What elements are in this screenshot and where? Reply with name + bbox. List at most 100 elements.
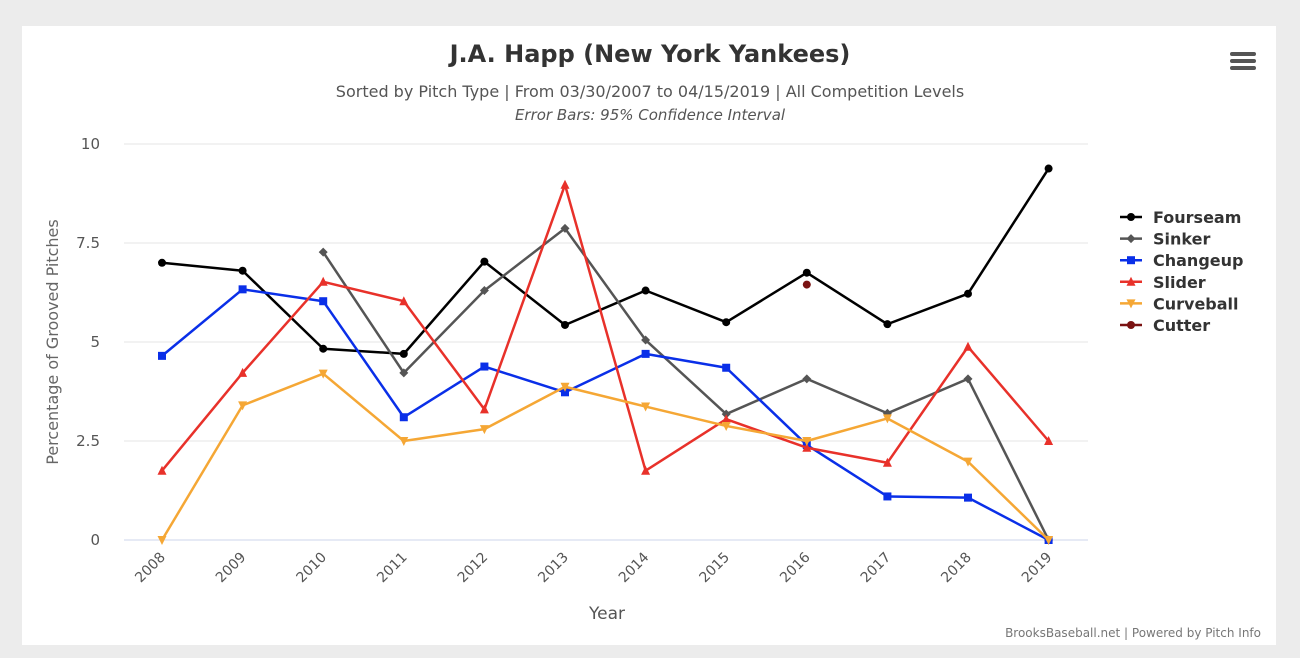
x-tick-label: 2014 — [616, 549, 653, 586]
chart-title: J.A. Happ (New York Yankees) — [448, 40, 851, 68]
x-tick-label: 2018 — [938, 550, 975, 587]
data-point-curveball — [882, 414, 892, 424]
data-point-fourseam — [399, 349, 408, 358]
legend-label: Curveball — [1153, 294, 1239, 313]
data-point-sinker — [318, 247, 328, 257]
data-point-curveball — [318, 369, 328, 379]
legend-item-changeup[interactable]: Changeup — [1120, 251, 1243, 270]
legend-item-cutter[interactable]: Cutter — [1120, 316, 1210, 335]
chart-subtitle-error-bars: Error Bars: 95% Confidence Interval — [515, 106, 786, 124]
data-point-fourseam — [158, 258, 166, 267]
data-point-fourseam — [722, 318, 731, 327]
data-point-slider — [963, 341, 973, 351]
data-point-curveball — [238, 401, 248, 411]
legend-symbol-marker — [1126, 276, 1136, 286]
data-point-changeup — [964, 493, 972, 502]
data-point-slider — [1044, 436, 1054, 445]
y-tick-label: 5 — [90, 333, 100, 351]
data-point-sinker — [479, 286, 489, 296]
series-cutter — [802, 280, 811, 289]
data-point-curveball — [721, 421, 731, 431]
legend-item-fourseam[interactable]: Fourseam — [1120, 208, 1241, 227]
legend-label: Cutter — [1153, 316, 1210, 335]
data-point-changeup — [561, 388, 569, 397]
series-line-sinker — [322, 227, 1050, 541]
data-point-cutter — [802, 280, 811, 289]
data-point-fourseam — [1044, 164, 1053, 173]
data-point-curveball — [560, 382, 570, 392]
y-tick-label: 2.5 — [76, 432, 100, 450]
data-point-fourseam — [561, 320, 569, 329]
x-tick-label: 2017 — [858, 550, 895, 587]
legend-symbol-marker — [1127, 256, 1135, 265]
data-point-fourseam — [641, 286, 650, 295]
x-axis-ticks: 2008 2009 2010 2011 2012 2013 2014 2015 2016 2017… — [132, 549, 1055, 586]
data-point-curveball — [641, 402, 651, 412]
data-point-curveball — [963, 457, 973, 467]
series-line-curveball — [160, 372, 1050, 541]
data-point-slider — [641, 465, 651, 475]
data-point-fourseam — [319, 344, 328, 353]
legend-item-sinker[interactable]: Sinker — [1120, 230, 1210, 249]
x-tick-label: 2019 — [1019, 550, 1056, 587]
series-line-slider — [161, 183, 1050, 472]
legend-item-slider[interactable]: Slider — [1120, 273, 1206, 292]
data-point-curveball — [157, 536, 167, 545]
x-tick-label: 2009 — [213, 550, 250, 587]
data-point-changeup — [319, 297, 328, 306]
data-point-changeup — [883, 492, 892, 501]
legend-label: Changeup — [1153, 251, 1243, 270]
series-line-fourseam — [161, 167, 1050, 356]
data-point-fourseam — [238, 266, 247, 275]
data-point-slider — [560, 179, 570, 189]
data-point-slider — [318, 276, 328, 286]
data-point-sinker — [802, 374, 812, 384]
data-point-sinker — [641, 335, 651, 345]
x-tick-label: 2010 — [294, 550, 331, 587]
data-point-changeup — [238, 285, 247, 294]
y-tick-label: 0 — [90, 531, 100, 549]
data-point-changeup — [399, 413, 408, 422]
data-point-changeup — [641, 349, 650, 358]
data-point-fourseam — [480, 257, 489, 266]
data-point-changeup — [722, 363, 731, 372]
hamburger-menu-icon[interactable] — [1230, 52, 1256, 70]
x-tick-label: 2016 — [777, 549, 814, 586]
data-point-fourseam — [802, 268, 811, 277]
legend-label: Fourseam — [1153, 208, 1241, 227]
data-point-fourseam — [964, 289, 972, 298]
legend-item-curveball[interactable]: Curveball — [1120, 294, 1239, 313]
data-point-slider — [479, 404, 489, 414]
series-sinker — [318, 223, 1054, 545]
x-tick-label: 2011 — [374, 550, 411, 587]
credits-link[interactable]: BrooksBaseball.net | Powered by Pitch In… — [1005, 626, 1261, 640]
legend-symbol-marker — [1126, 234, 1136, 244]
data-point-sinker — [399, 368, 409, 378]
series-line-changeup — [161, 288, 1050, 542]
series-slider — [157, 179, 1054, 475]
data-point-slider — [238, 367, 248, 377]
series-group — [157, 164, 1054, 545]
series-fourseam — [158, 164, 1053, 358]
data-point-changeup — [480, 362, 489, 371]
data-point-curveball — [399, 437, 409, 446]
data-point-curveball — [1044, 536, 1054, 545]
data-point-slider — [157, 465, 167, 475]
data-point-changeup — [158, 351, 166, 360]
data-point-curveball — [802, 437, 812, 446]
legend[interactable]: Fourseam Sinker Changeup Slider Curveball Cut… — [1120, 208, 1243, 335]
data-point-slider — [802, 442, 812, 452]
legend-label: Sinker — [1153, 230, 1210, 249]
data-point-sinker — [963, 374, 973, 384]
x-tick-label: 2013 — [535, 550, 572, 587]
x-tick-label: 2008 — [132, 550, 169, 587]
y-axis-title: Percentage of Grooved Pitches — [43, 219, 62, 465]
line-chart: J.A. Happ (New York Yankees) Sorted by P… — [43, 40, 1261, 640]
legend-symbol-marker — [1126, 299, 1136, 309]
legend-label: Slider — [1153, 273, 1206, 292]
data-point-curveball — [479, 425, 489, 435]
chart-subtitle: Sorted by Pitch Type | From 03/30/2007 t… — [336, 82, 964, 101]
data-point-sinker — [560, 223, 570, 233]
data-point-fourseam — [883, 320, 892, 329]
data-point-slider — [399, 296, 409, 306]
